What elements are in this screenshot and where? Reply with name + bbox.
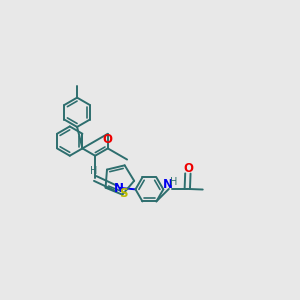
Text: S: S [119,187,127,200]
Text: H: H [170,177,177,187]
Text: O: O [183,162,193,175]
Text: H: H [90,166,97,176]
Text: O: O [103,133,113,146]
Text: N: N [163,178,173,191]
Text: N: N [114,182,124,195]
